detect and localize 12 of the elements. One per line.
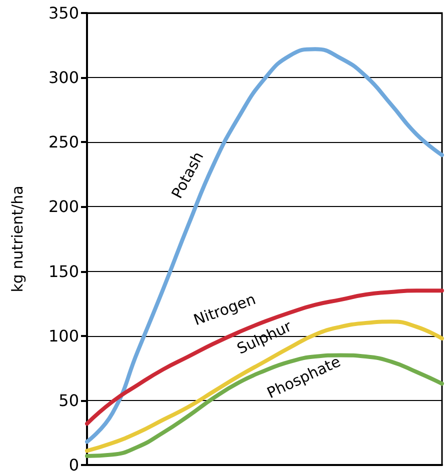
line-series bbox=[85, 47, 444, 444]
y-tick-label: 250 bbox=[48, 132, 79, 152]
line-series bbox=[85, 288, 444, 426]
y-tick-label: 350 bbox=[48, 4, 79, 22]
y-axis-title: kg nutrient/ha bbox=[8, 186, 26, 292]
line-series bbox=[85, 353, 444, 458]
y-tick-label: 300 bbox=[48, 68, 79, 88]
y-tick-label: 150 bbox=[48, 262, 79, 281]
y-tick-label: 0 bbox=[68, 456, 79, 473]
y-tick-label: 100 bbox=[48, 326, 79, 346]
y-tick-label: 50 bbox=[58, 390, 79, 410]
y-tick-label: 200 bbox=[48, 197, 79, 216]
